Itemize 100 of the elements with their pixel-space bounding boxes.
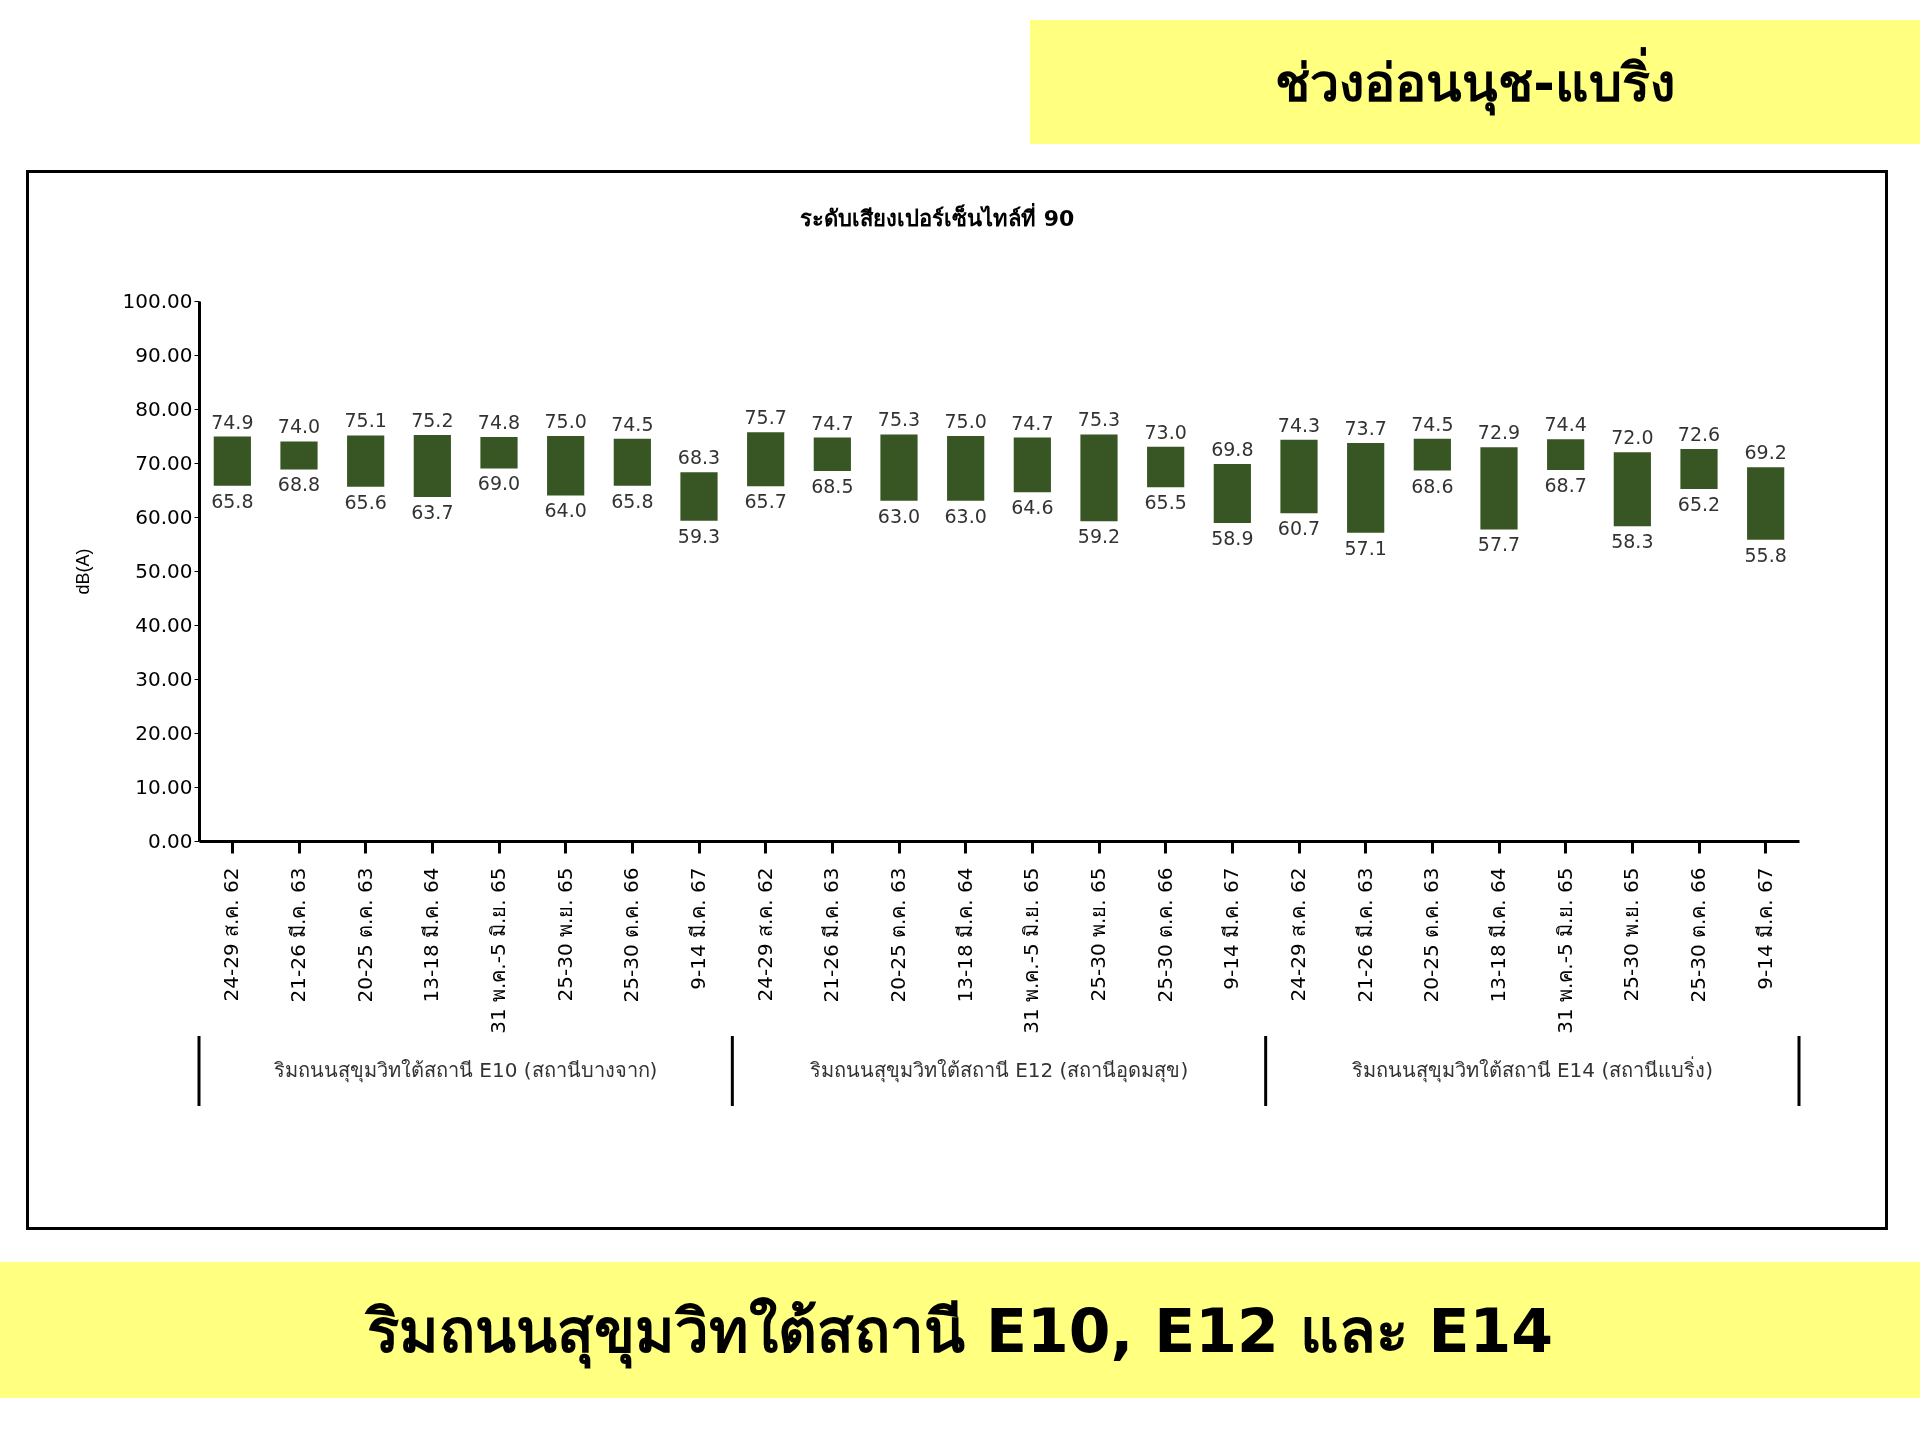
x-tick-label: 13-18 มี.ค. 64 [952, 867, 977, 1003]
bar [813, 437, 851, 472]
x-tick-label: 24-29 ส.ค. 62 [1286, 867, 1310, 1002]
annotation: 74.4 [1544, 413, 1587, 436]
annotation: 74.8 [477, 411, 521, 434]
annotation: 72.6 [1677, 422, 1721, 445]
x-tick-label: 21-26 มี.ค. 63 [1352, 867, 1377, 1003]
y-tick-label: 30.00 [135, 666, 193, 691]
bar [1613, 452, 1651, 527]
annotation: 59.3 [677, 524, 721, 547]
x-tick-label: 9-14 มี.ค. 67 [686, 867, 710, 990]
bar [680, 472, 718, 521]
x-tick-label: 9-14 มี.ค. 67 [1219, 867, 1244, 990]
bar [1347, 443, 1385, 533]
annotation: 69.8 [1211, 438, 1254, 461]
bar [947, 436, 985, 501]
text: ริมถนนสุขุมวิทใต้สถานี E10 (สถานีบางจาก) [273, 1058, 658, 1083]
x-tick-label: 20-25 ต.ค. 63 [886, 867, 910, 1003]
bar [1680, 448, 1718, 489]
annotation: 68.6 [1411, 474, 1454, 497]
annotation: 65.6 [344, 490, 387, 513]
bar [880, 434, 918, 501]
annotation: 75.3 [877, 408, 921, 431]
annotation: 68.3 [677, 446, 721, 469]
y-axis-title: dB(A) [72, 548, 93, 595]
y-tick-label: 0.00 [147, 828, 193, 853]
annotation: 63.7 [411, 501, 454, 524]
annotation: 75.3 [1077, 408, 1121, 431]
y-tick-label: 40.00 [135, 612, 193, 637]
text: ช่วงอ่อนนุช-แบริ่ง [1030, 20, 1920, 144]
annotation: 65.7 [744, 490, 787, 513]
bar [480, 437, 518, 469]
x-tick-label: 25-30 พ.ย. 65 [1086, 867, 1110, 1002]
bar [1413, 438, 1451, 471]
annotation: 75.0 [944, 410, 987, 432]
y-tick-label: 50.00 [135, 558, 193, 583]
annotation: 74.0 [277, 415, 321, 438]
bar [213, 436, 251, 486]
y-tick-label: 20.00 [135, 720, 193, 745]
annotation: 74.5 [611, 412, 654, 435]
bar [547, 436, 585, 496]
annotation: 74.7 [811, 411, 854, 434]
annotation: 72.0 [1611, 426, 1654, 449]
annotation: 74.7 [1011, 411, 1054, 434]
annotation: 68.7 [1544, 474, 1587, 497]
x-tick-label: 25-30 พ.ย. 65 [552, 867, 577, 1002]
bar [1080, 434, 1118, 522]
bar [413, 434, 451, 498]
annotation: 75.1 [344, 409, 387, 432]
x-tick-label: 31 พ.ค.-5 มิ.ย. 65 [1019, 867, 1044, 1034]
y-tick-label: 70.00 [135, 450, 193, 475]
bar [1747, 467, 1785, 540]
bar [1013, 437, 1051, 493]
annotation: 59.2 [1077, 525, 1121, 548]
x-tick-label: 9-14 มี.ค. 67 [1752, 867, 1777, 990]
x-tick-label: 25-30 ต.ค. 66 [1686, 867, 1710, 1003]
annotation: 69.0 [477, 472, 521, 495]
bar [1480, 447, 1518, 530]
annotation: 68.8 [277, 473, 321, 496]
annotation: 72.9 [1477, 421, 1521, 444]
y-tick-label: 60.00 [135, 504, 193, 529]
annotation: 57.7 [1477, 533, 1521, 556]
annotation: 73.7 [1344, 417, 1387, 440]
y-tick-label: 100.00 [122, 288, 193, 313]
annotation: 63.0 [877, 504, 921, 527]
bar [1147, 446, 1185, 488]
bar [1280, 439, 1318, 514]
x-tick-label: 24-29 ส.ค. 62 [219, 867, 244, 1002]
annotation: 65.5 [1144, 491, 1187, 514]
x-tick-label: 13-18 มี.ค. 64 [1486, 867, 1510, 1003]
x-tick-label: 31 พ.ค.-5 มิ.ย. 65 [1552, 867, 1577, 1034]
y-tick-label: 10.00 [135, 774, 193, 799]
annotation: 75.7 [744, 406, 787, 429]
annotation: 57.1 [1344, 536, 1387, 559]
annotation: 65.8 [611, 489, 654, 512]
annotation: 75.0 [544, 410, 587, 432]
text: ริมถนนสุขุมวิทใต้สถานี E14 (สถานีแบริ่ง) [1351, 1056, 1714, 1083]
annotation: 64.0 [544, 499, 587, 522]
bar [1547, 439, 1585, 471]
annotation: 65.2 [1677, 492, 1721, 515]
x-tick-label: 31 พ.ค.-5 มิ.ย. 65 [486, 867, 510, 1034]
chart-title: ระดับเสียงเปอร์เซ็นไทล์ที่ 90 [800, 202, 1075, 231]
x-tick-label: 20-25 ต.ค. 63 [1419, 867, 1444, 1003]
annotation: 68.5 [811, 475, 854, 498]
bar [347, 435, 385, 487]
annotation: 74.3 [1277, 413, 1321, 436]
bar [1213, 464, 1251, 523]
bar [747, 432, 785, 487]
text: ริมถนนสุขุมวิทใต้สถานี E10, E12 และ E14 [0, 1262, 1920, 1398]
annotation: 58.9 [1211, 526, 1254, 549]
bar [280, 441, 318, 470]
annotation: 64.6 [1011, 496, 1054, 519]
annotation: 60.7 [1277, 517, 1321, 540]
annotation: 73.0 [1144, 420, 1187, 443]
y-tick-label: 80.00 [135, 396, 193, 421]
annotation: 75.2 [411, 408, 454, 431]
annotation: 55.8 [1744, 543, 1787, 566]
x-tick-label: 25-30 ต.ค. 66 [619, 867, 644, 1003]
annotation: 74.5 [1411, 412, 1454, 435]
annotation: 65.8 [211, 489, 254, 512]
